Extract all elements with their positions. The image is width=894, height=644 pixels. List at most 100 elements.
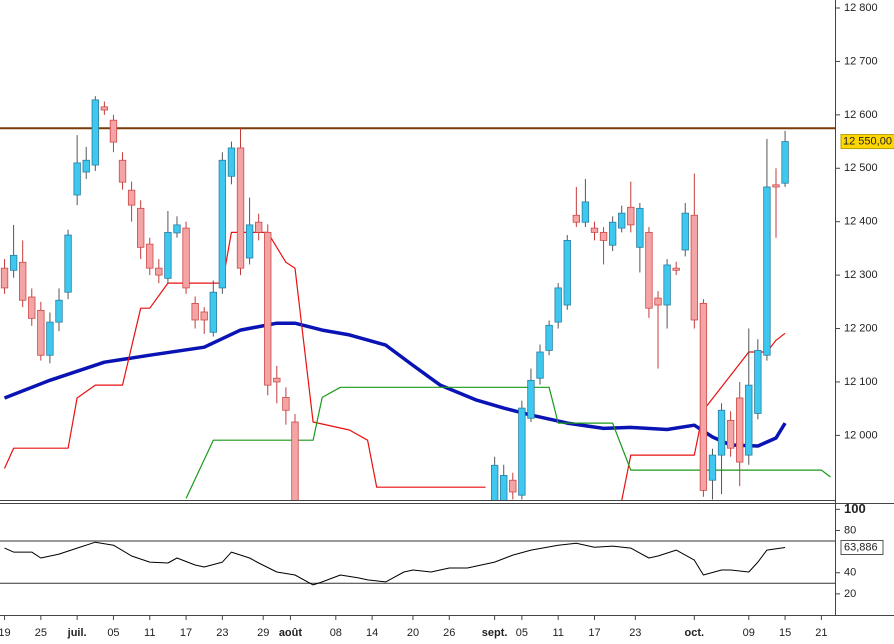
candle-body bbox=[563, 239, 571, 306]
candle-body bbox=[527, 379, 535, 419]
y-tick-label: 40 bbox=[844, 567, 856, 579]
x-tick-label: 08 bbox=[330, 627, 342, 639]
candle-body bbox=[200, 311, 208, 321]
candle-body bbox=[64, 234, 72, 293]
candle-body bbox=[82, 159, 90, 173]
candle-body bbox=[164, 231, 172, 279]
price-panel bbox=[0, 96, 835, 500]
candle-body bbox=[745, 384, 753, 456]
indicator-line bbox=[3, 321, 787, 448]
candle-body bbox=[127, 189, 136, 206]
candle-body bbox=[717, 409, 726, 456]
candle-body bbox=[608, 221, 617, 246]
y-tick-label: 12 200 bbox=[844, 322, 878, 334]
x-tick-label: 14 bbox=[366, 627, 378, 639]
y-tick-label: 12 100 bbox=[844, 376, 878, 388]
y-tick-label: 12 300 bbox=[844, 269, 878, 281]
x-tick-label: 29 bbox=[257, 627, 269, 639]
candle-body bbox=[91, 99, 99, 166]
last-value-label: 63,886 bbox=[844, 541, 878, 553]
candle-body bbox=[236, 147, 245, 269]
candle-body bbox=[781, 141, 789, 184]
y-tick-label: 12 800 bbox=[844, 2, 878, 14]
candle-body bbox=[627, 206, 635, 226]
candle-body bbox=[182, 227, 190, 289]
candle-body bbox=[109, 119, 118, 143]
candle-body bbox=[155, 267, 163, 276]
x-tick-label: août bbox=[279, 627, 303, 639]
candle-body bbox=[137, 207, 145, 248]
x-tick-label: 05 bbox=[516, 627, 528, 639]
candle-body bbox=[173, 224, 181, 234]
candle-body bbox=[28, 296, 36, 319]
candle-body bbox=[191, 303, 199, 321]
candle-body bbox=[590, 227, 599, 233]
x-tick-label: juil. bbox=[67, 627, 87, 639]
x-tick-label: 15 bbox=[779, 627, 791, 639]
candle-body bbox=[699, 303, 708, 491]
candle-body bbox=[291, 421, 299, 500]
candle-body bbox=[754, 350, 762, 414]
last-price-label: 12 550,00 bbox=[843, 135, 892, 147]
indicator-line bbox=[185, 386, 831, 499]
candle-body bbox=[282, 397, 290, 411]
candle-body bbox=[55, 299, 63, 323]
x-tick-label: 09 bbox=[743, 627, 755, 639]
y-tick-label: 12 400 bbox=[844, 216, 878, 228]
candle-body bbox=[645, 231, 653, 309]
candle-body bbox=[37, 309, 45, 356]
candle-body bbox=[9, 254, 18, 271]
x-tick-label: oct. bbox=[685, 627, 705, 639]
x-tick-label: 21 bbox=[815, 627, 827, 639]
candle-body bbox=[245, 224, 254, 259]
y-tick-label: 100 bbox=[844, 501, 866, 516]
candle-body bbox=[536, 351, 544, 379]
last-value-box bbox=[840, 539, 884, 555]
candle-body bbox=[490, 464, 499, 500]
candle-body bbox=[209, 291, 217, 333]
y-tick-label: 12 500 bbox=[844, 162, 878, 174]
candle-body bbox=[118, 159, 127, 183]
candle-body bbox=[690, 214, 698, 321]
last-price-box bbox=[840, 134, 894, 150]
candle-body bbox=[218, 159, 227, 289]
x-tick-label: 05 bbox=[107, 627, 119, 639]
y-tick-label: 12 000 bbox=[844, 429, 878, 441]
candle-body bbox=[509, 479, 517, 493]
candle-body bbox=[19, 261, 27, 301]
candle-body bbox=[636, 207, 644, 248]
x-tick-label: 23 bbox=[629, 627, 641, 639]
candle-body bbox=[255, 221, 263, 233]
x-tick-label: 25 bbox=[35, 627, 47, 639]
candle-body bbox=[100, 106, 109, 111]
candle-body bbox=[46, 321, 54, 356]
candle-body bbox=[599, 231, 608, 241]
x-tick-label: 11 bbox=[144, 627, 155, 639]
candle-body bbox=[681, 212, 689, 251]
oscillator-panel bbox=[0, 540, 835, 586]
candle-body bbox=[518, 407, 526, 496]
y-tick-label: 20 bbox=[844, 588, 856, 600]
candle-body bbox=[672, 267, 680, 271]
candle-body bbox=[73, 162, 81, 196]
x-tick-label: 26 bbox=[443, 627, 455, 639]
y-tick-label: 12 700 bbox=[844, 55, 878, 67]
x-tick-label: 11 bbox=[552, 627, 563, 639]
candle-body bbox=[273, 377, 281, 383]
y-tick-label: 80 bbox=[844, 524, 856, 536]
candle-body bbox=[545, 324, 553, 351]
candle-body bbox=[663, 264, 671, 306]
candle-body bbox=[554, 287, 562, 323]
y-tick-label: 12 600 bbox=[844, 109, 878, 121]
candle-body bbox=[572, 214, 580, 223]
indicator-line bbox=[4, 541, 786, 586]
x-tick-label: 17 bbox=[180, 627, 192, 639]
candle-body bbox=[227, 147, 236, 177]
candle-body bbox=[726, 420, 735, 449]
candle-body bbox=[736, 397, 744, 463]
candle-body bbox=[264, 231, 272, 386]
candle-body bbox=[772, 184, 780, 188]
